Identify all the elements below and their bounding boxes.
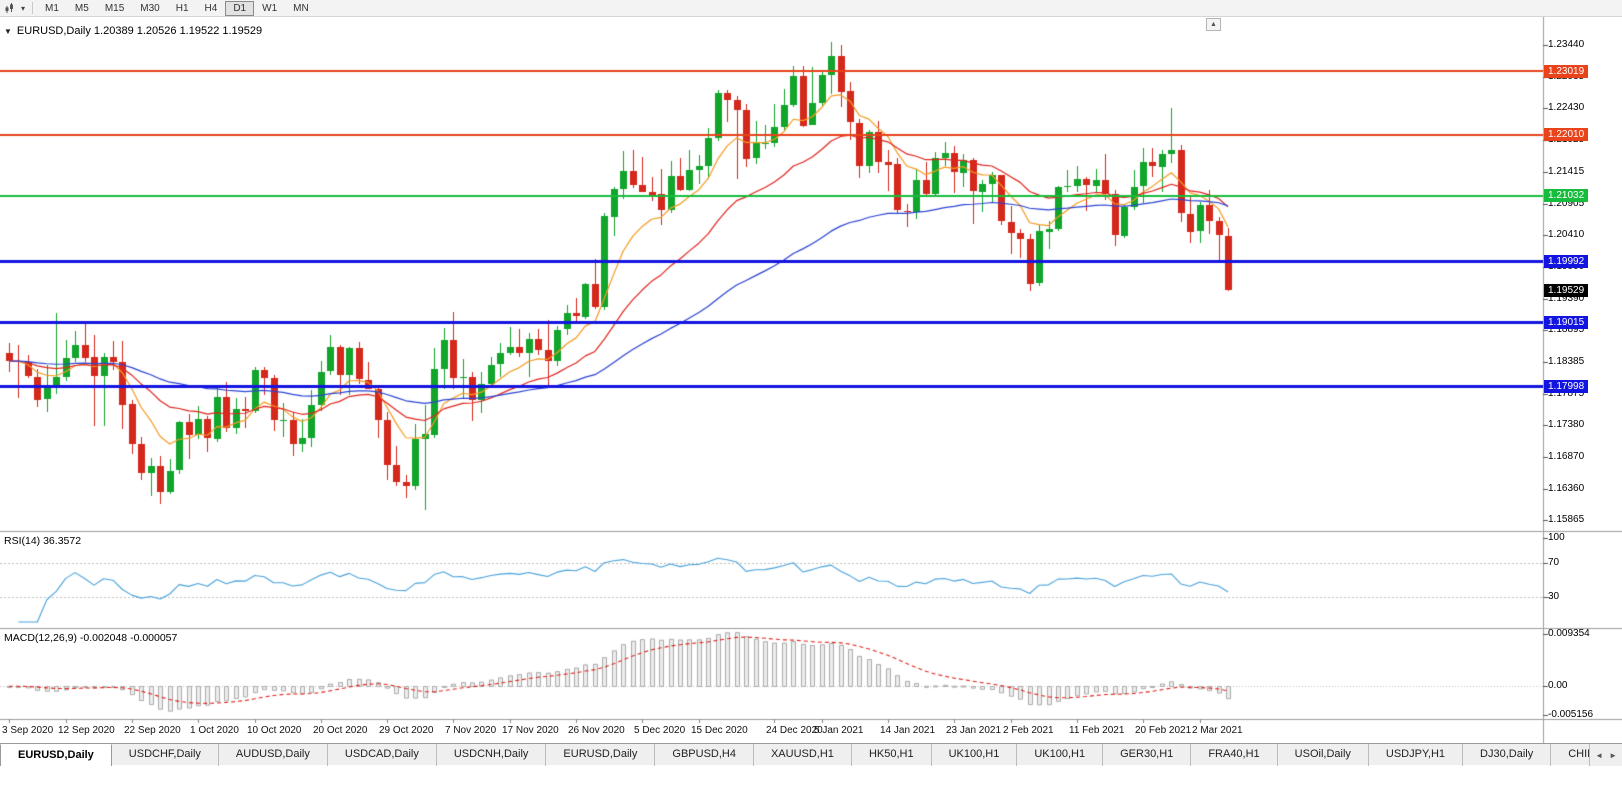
date-axis-label: 2 Feb 2021: [1003, 725, 1054, 736]
date-axis-label: 11 Feb 2021: [1069, 725, 1125, 736]
price-axis-tick: 1.23440: [1548, 39, 1585, 50]
macd-axis-tick: -0.005156: [1548, 709, 1594, 720]
rsi-axis-tick: 70: [1548, 557, 1560, 568]
chart-tab-eurusd-daily[interactable]: EURUSD,Daily: [546, 744, 656, 766]
date-axis-label: 1 Oct 2020: [190, 725, 239, 736]
timeframe-buttons: M1 M5 M15 M30 H1 H4 D1 W1 MN: [37, 0, 317, 16]
chart-type-dropdown-caret-icon[interactable]: ▾: [21, 3, 26, 13]
timeframe-button-m30[interactable]: M30: [140, 2, 160, 14]
toolbar-separator: [32, 2, 34, 14]
chart-tab-uk100-h1[interactable]: UK100,H1: [932, 744, 1018, 766]
timeframe-button-d1[interactable]: D1: [225, 0, 255, 16]
chart-tab-eurusd-daily[interactable]: EURUSD,Daily: [0, 744, 112, 766]
date-axis-label: 20 Feb 2021: [1135, 725, 1192, 736]
date-axis-label: 29 Oct 2020: [379, 725, 434, 736]
chart-tab-gbpusd-h4[interactable]: GBPUSD,H4: [655, 744, 754, 766]
price-axis-tick: 1.20410: [1548, 229, 1585, 240]
chart-area: ▼ EURUSD,Daily 1.20389 1.20526 1.19522 1.…: [0, 17, 1622, 743]
tab-scroll-left-icon[interactable]: ◄: [1595, 750, 1604, 760]
chart-ohlc-header: ▼ EURUSD,Daily 1.20389 1.20526 1.19522 1.…: [4, 25, 262, 37]
date-axis-label: 12 Sep 2020: [58, 725, 115, 736]
price-axis-tick: 1.18895: [1548, 324, 1585, 335]
price-axis-tick: 1.18385: [1548, 356, 1585, 367]
tab-scroll-right-icon[interactable]: ►: [1609, 750, 1617, 760]
timeframe-button-m5[interactable]: M5: [74, 2, 89, 14]
rsi-axis-tick: 30: [1548, 591, 1560, 602]
date-axis-label: 26 Nov 2020: [568, 725, 625, 736]
chart-tab-ger30-h1[interactable]: GER30,H1: [1103, 744, 1192, 766]
chart-tab-usdcnh-daily[interactable]: USDCNH,Daily: [437, 744, 547, 766]
chart-tab-hk50-h1[interactable]: HK50,H1: [852, 744, 932, 766]
price-axis-tick: 1.16870: [1548, 451, 1585, 462]
chart-tab-usoil-daily[interactable]: USOil,Daily: [1278, 744, 1369, 766]
macd-axis-tick: 0.009354: [1548, 628, 1590, 639]
hline-price-badge: 1.22010: [1544, 128, 1589, 141]
date-axis-label: 20 Oct 2020: [313, 725, 368, 736]
timeframe-button-h1[interactable]: H1: [175, 2, 189, 14]
macd-indicator-label: MACD(12,26,9) -0.002048 -0.000057: [4, 632, 178, 644]
price-axis-tick: 1.16360: [1548, 483, 1585, 494]
date-axis-label: 23 Jan 2021: [946, 725, 1002, 736]
chart-tab-usdchf-daily[interactable]: USDCHF,Daily: [112, 744, 219, 766]
up-arrow-icon: ▲: [1210, 21, 1217, 28]
date-axis-label: 17 Nov 2020: [502, 725, 559, 736]
date-axis-label: 22 Sep 2020: [124, 725, 181, 736]
price-axis-tick: 1.22430: [1548, 102, 1585, 113]
chart-tab-fra40-h1[interactable]: FRA40,H1: [1191, 744, 1278, 766]
chart-type-icon[interactable]: [3, 1, 21, 16]
hline-price-badge: 1.19015: [1544, 316, 1589, 329]
date-axis-label: 7 Nov 2020: [445, 725, 497, 736]
price-axis-tick: 1.20905: [1548, 198, 1585, 209]
date-axis-label: 10 Oct 2020: [247, 725, 302, 736]
chart-tab-xauusd-h1[interactable]: XAUUSD,H1: [754, 744, 852, 766]
tab-scroll-arrows: ◄ ►: [1589, 744, 1622, 766]
price-axis-tick: 1.15865: [1548, 514, 1585, 525]
chart-ohlc-text: EURUSD,Daily 1.20389 1.20526 1.19522 1.1…: [16, 25, 263, 37]
chart-tab-bar: EURUSD,Daily USDCHF,Daily AUDUSD,Daily USDC…: [0, 743, 1622, 766]
chart-tab-usdjpy-h1[interactable]: USDJPY,H1: [1369, 744, 1464, 766]
hline-price-badge: 1.19992: [1544, 255, 1589, 268]
date-axis-label: 24 Dec 2020: [766, 725, 823, 736]
timeframe-button-m1[interactable]: M1: [45, 2, 59, 14]
collapse-chart-icon[interactable]: ▼: [4, 27, 12, 36]
price-axis-tick: 1.17875: [1548, 388, 1585, 399]
date-axis-label: 3 Sep 2020: [2, 725, 54, 736]
hline-price-badge: 1.23019: [1544, 65, 1589, 78]
timeframe-toolbar: ▾ M1 M5 M15 M30 H1 H4 D1 W1 MN: [0, 0, 1622, 17]
macd-axis-tick: 0.00: [1548, 680, 1568, 691]
scroll-up-button[interactable]: ▲: [1206, 18, 1221, 31]
rsi-axis-tick: 100: [1548, 532, 1565, 543]
price-chart-canvas[interactable]: [0, 17, 1622, 743]
chart-tab-usdcad-daily[interactable]: USDCAD,Daily: [328, 744, 437, 766]
price-axis-tick: 1.19390: [1548, 293, 1585, 304]
chart-tab-uk100-h1[interactable]: UK100,H1: [1017, 744, 1104, 766]
hline-price-badge: 1.21032: [1544, 189, 1589, 202]
price-axis-tick: 1.17380: [1548, 419, 1585, 430]
timeframe-button-m15[interactable]: M15: [104, 2, 125, 14]
timeframe-button-h4[interactable]: H4: [204, 2, 218, 14]
timeframe-button-w1[interactable]: W1: [262, 2, 278, 14]
chart-tab-audusd-daily[interactable]: AUDUSD,Daily: [219, 744, 328, 766]
date-axis-label: 5 Dec 2020: [634, 725, 686, 736]
date-axis-label: 2 Mar 2021: [1192, 725, 1243, 736]
price-axis-tick: 1.21415: [1548, 166, 1585, 177]
chart-tabs: EURUSD,Daily USDCHF,Daily AUDUSD,Daily USDC…: [0, 744, 1622, 766]
rsi-indicator-label: RSI(14) 36.3572: [4, 535, 82, 547]
current-price-badge: 1.19529: [1544, 284, 1589, 297]
timeframe-button-mn[interactable]: MN: [293, 2, 309, 14]
date-axis-label: 14 Jan 2021: [880, 725, 936, 736]
date-axis-label: 15 Dec 2020: [691, 725, 748, 736]
chart-tab-dj30-daily[interactable]: DJ30,Daily: [1463, 744, 1552, 766]
date-axis-label: 5 Jan 2021: [814, 725, 864, 736]
hline-price-badge: 1.17998: [1544, 380, 1589, 393]
